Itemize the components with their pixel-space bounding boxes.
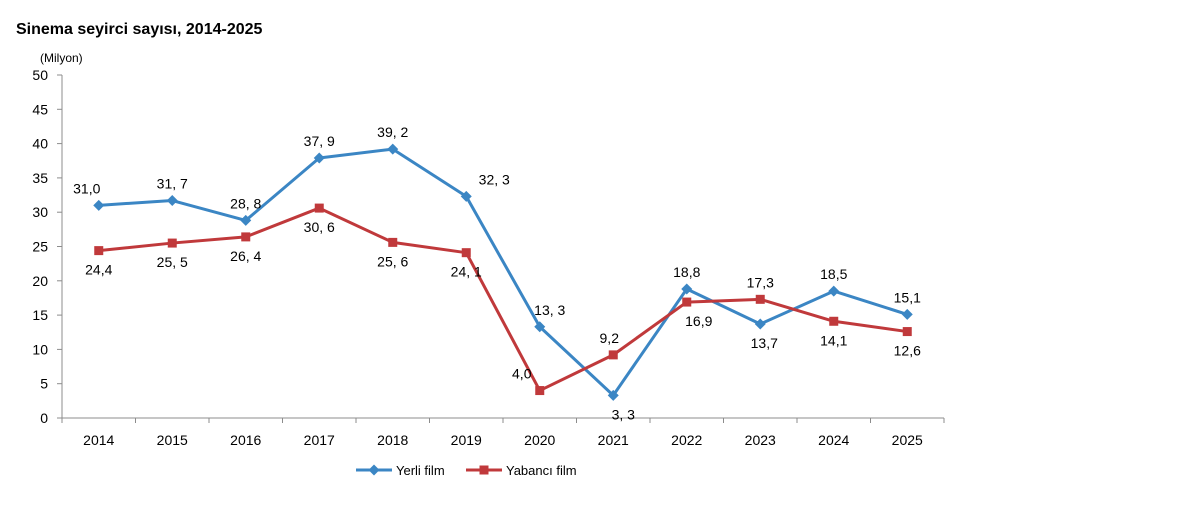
y-tick-label: 40 bbox=[32, 136, 48, 152]
legend-item-yerli: Yerli film bbox=[356, 463, 445, 478]
yabanci-data-point bbox=[94, 246, 104, 256]
y-tick-label: 20 bbox=[32, 273, 48, 289]
yabanci-data-label: 17,3 bbox=[747, 274, 774, 290]
yabanci-data-label: 24, 1 bbox=[451, 264, 482, 280]
yerli-data-point bbox=[754, 318, 766, 330]
x-tick-label: 2015 bbox=[157, 432, 188, 448]
yerli-data-point bbox=[313, 152, 325, 164]
x-tick-label: 2023 bbox=[745, 432, 776, 448]
y-axis-unit-label: (Milyon) bbox=[40, 51, 83, 65]
x-tick-label: 2020 bbox=[524, 432, 555, 448]
y-tick-label: 5 bbox=[40, 376, 48, 392]
yerli-data-point bbox=[460, 190, 472, 202]
yabanci-data-point bbox=[479, 465, 489, 475]
yabanci-data-point bbox=[241, 232, 251, 242]
yabanci-data-label: 12,6 bbox=[894, 343, 921, 359]
yerli-data-label: 31,0 bbox=[73, 180, 100, 196]
x-tick-label: 2014 bbox=[83, 432, 114, 448]
yabanci-data-point bbox=[755, 294, 765, 304]
yabanci-data-point bbox=[167, 238, 177, 248]
legend-label: Yerli film bbox=[396, 463, 445, 478]
yerli-data-label: 37, 9 bbox=[304, 133, 335, 149]
y-tick-label: 45 bbox=[32, 101, 48, 117]
legend-item-yabanci: Yabancı film bbox=[466, 463, 577, 478]
yabanci-data-point bbox=[461, 248, 471, 258]
yabanci-data-label: 25, 5 bbox=[157, 254, 188, 270]
yerli-data-label: 28, 8 bbox=[230, 195, 261, 211]
yerli-data-point bbox=[534, 321, 546, 333]
x-tick-label: 2017 bbox=[304, 432, 335, 448]
yerli-data-label: 18,8 bbox=[673, 264, 700, 280]
yabanci-data-label: 14,1 bbox=[820, 332, 847, 348]
yerli-data-point bbox=[828, 285, 840, 297]
yerli-data-label: 13, 3 bbox=[534, 302, 565, 318]
yerli-data-point bbox=[93, 199, 105, 211]
x-tick-label: 2019 bbox=[451, 432, 482, 448]
yerli-data-point bbox=[681, 283, 693, 295]
yabanci-data-point bbox=[902, 327, 912, 337]
yabanci-data-label: 30, 6 bbox=[304, 219, 335, 235]
yerli-data-label: 39, 2 bbox=[377, 124, 408, 140]
yerli-data-label: 13,7 bbox=[751, 335, 778, 351]
yerli-data-label: 3, 3 bbox=[612, 406, 636, 422]
chart-legend: Yerli film Yabancı film bbox=[356, 463, 577, 478]
yabanci-film-line bbox=[98, 206, 908, 393]
yerli-data-point bbox=[607, 389, 619, 401]
yerli-data-label: 32, 3 bbox=[479, 171, 510, 187]
yerli-data-point bbox=[387, 143, 399, 155]
y-tick-label: 0 bbox=[40, 410, 48, 426]
legend-label: Yabancı film bbox=[506, 463, 577, 478]
yerli-data-label: 18,5 bbox=[820, 266, 847, 282]
x-tick-label: 2021 bbox=[598, 432, 629, 448]
y-tick-label: 10 bbox=[32, 341, 48, 357]
series-layer: 31,0 31, 7 28, 8 37, 9 39, 2 32, 3 13, 3 3, 3 18… bbox=[73, 124, 921, 422]
yabanci-data-label: 25, 6 bbox=[377, 253, 408, 269]
yabanci-data-label: 26, 4 bbox=[230, 248, 261, 264]
yerli-data-label: 31, 7 bbox=[157, 176, 188, 192]
y-tick-label: 30 bbox=[32, 204, 48, 220]
yabanci-data-label: 9,2 bbox=[600, 330, 620, 346]
yerli-film-line bbox=[98, 147, 908, 397]
yabanci-data-point bbox=[314, 203, 324, 213]
chart-title: Sinema seyirci sayısı, 2014-2025 bbox=[16, 21, 263, 38]
x-tick-label: 2016 bbox=[230, 432, 261, 448]
x-tick-label: 2022 bbox=[671, 432, 702, 448]
yabanci-data-point bbox=[535, 386, 545, 396]
x-tick-label: 2024 bbox=[818, 432, 849, 448]
x-tick-label: 2025 bbox=[892, 432, 923, 448]
yabanci-data-label: 24,4 bbox=[85, 262, 112, 278]
yabanci-data-label: 16,9 bbox=[685, 313, 712, 329]
yabanci-film-series: 24,4 25, 5 26, 4 30, 6 25, 6 24, 1 4,0 9,2 16,9 1… bbox=[85, 203, 921, 396]
yerli-data-point bbox=[901, 308, 913, 320]
y-tick-label: 15 bbox=[32, 307, 48, 323]
y-tick-label: 25 bbox=[32, 239, 48, 255]
y-tick-label: 35 bbox=[32, 170, 48, 186]
yerli-data-point bbox=[368, 464, 380, 476]
x-tick-label: 2018 bbox=[377, 432, 408, 448]
y-tick-label: 50 bbox=[32, 67, 48, 83]
yabanci-data-label: 4,0 bbox=[512, 366, 532, 382]
yabanci-data-point bbox=[682, 297, 692, 307]
yerli-data-label: 15,1 bbox=[894, 289, 921, 305]
yabanci-data-point bbox=[388, 237, 398, 247]
yerli-data-point bbox=[240, 214, 252, 226]
yabanci-data-point bbox=[608, 350, 618, 360]
yerli-film-series: 31,0 31, 7 28, 8 37, 9 39, 2 32, 3 13, 3 3, 3 18… bbox=[73, 124, 921, 422]
yabanci-data-point bbox=[829, 316, 839, 326]
yerli-data-point bbox=[166, 195, 178, 207]
